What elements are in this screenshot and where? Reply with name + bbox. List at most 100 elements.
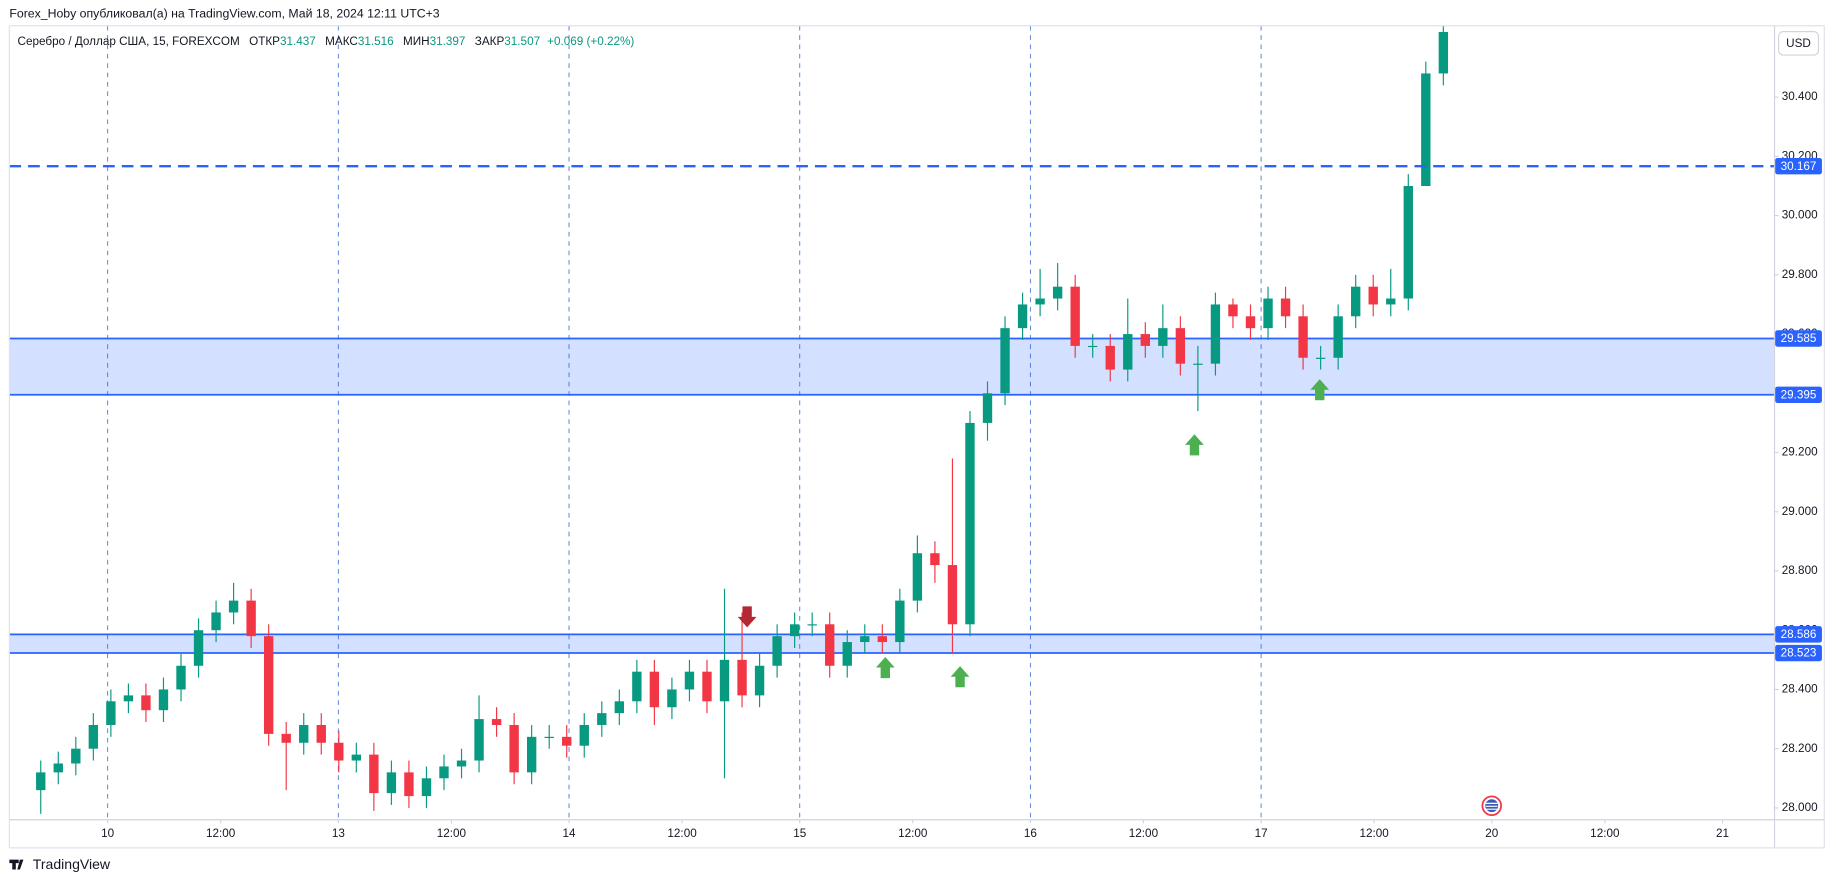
candle-body	[597, 713, 607, 725]
candle-body	[614, 701, 625, 714]
candle-body	[456, 760, 467, 767]
brand-mark	[9, 859, 24, 870]
candle-body	[1386, 298, 1396, 305]
y-tick-label: 28.000	[1782, 801, 1818, 814]
candle-body	[1351, 286, 1361, 317]
x-tick-label: 16	[1024, 827, 1037, 840]
price-label-bg	[1775, 626, 1822, 643]
candle-body	[1228, 304, 1238, 317]
y-tick-label: 29.000	[1782, 505, 1818, 518]
legend-high-label: МАКС	[325, 35, 358, 48]
candle-body	[1070, 286, 1080, 346]
candle-body	[754, 665, 765, 696]
candle-body	[1175, 328, 1186, 364]
candle-body	[1280, 298, 1291, 317]
publisher: Forex_Hoby опубликовал(а) на TradingView…	[9, 6, 439, 20]
legend-line: Серебро / Доллар США, 15, FOREXCOM ОТКР31…	[18, 35, 635, 48]
candle-body	[789, 624, 800, 637]
candle-body	[281, 733, 291, 743]
candle-body	[930, 553, 940, 566]
candle-body	[965, 422, 975, 625]
candle-body	[1368, 286, 1378, 305]
candle-body	[1193, 363, 1203, 365]
x-tick-label: 21	[1716, 827, 1729, 840]
legend-close-label: ЗАКР	[475, 35, 505, 48]
candle-body	[1438, 31, 1449, 74]
x-tick-label: 12:00	[206, 827, 236, 840]
candle-body	[299, 724, 309, 743]
price-label: 28.586	[1781, 628, 1817, 641]
brand-logo	[9, 859, 24, 870]
candle-body	[334, 742, 344, 761]
candle-body	[1421, 73, 1431, 186]
candle-body	[193, 630, 204, 666]
price-label-bg	[1775, 330, 1822, 347]
x-tick-label: 12:00	[1360, 827, 1390, 840]
candle-body	[1245, 316, 1256, 329]
legend-close: 31.507	[504, 35, 540, 48]
candle-body	[509, 724, 519, 773]
y-tick-label: 29.800	[1782, 268, 1818, 281]
legend-open: 31.437	[280, 35, 316, 48]
candle-body	[842, 642, 852, 666]
candle-body	[316, 724, 326, 743]
candle-body	[632, 671, 642, 702]
candle-body	[1000, 328, 1010, 394]
candle-body	[263, 636, 274, 734]
x-tick-label: 12:00	[1129, 827, 1159, 840]
candle-body	[1140, 334, 1150, 346]
candle-body	[474, 719, 484, 761]
currency-label[interactable]: USD	[1786, 37, 1811, 50]
candle-body	[71, 748, 81, 764]
x-tick-label: 12:00	[1590, 827, 1620, 840]
candle-body	[1105, 345, 1115, 370]
candle-body	[860, 636, 870, 643]
candles-layer	[36, 26, 1449, 814]
y-tick-label: 28.400	[1782, 683, 1818, 696]
candle-body	[1123, 334, 1133, 370]
candle-body	[369, 754, 379, 794]
price-label-bg	[1775, 157, 1822, 175]
legend-low: 31.397	[430, 35, 466, 48]
x-tick-label: 12:00	[898, 827, 928, 840]
arrow-marker	[950, 666, 970, 688]
arrow-marker	[1310, 379, 1330, 401]
currency-button[interactable]	[1778, 31, 1820, 56]
x-tick-label: 20	[1485, 827, 1499, 840]
candle-body	[912, 553, 923, 601]
price-label: 28.523	[1781, 647, 1817, 660]
candle-body	[1017, 304, 1028, 329]
arrow-marker	[737, 606, 757, 628]
candle-body	[947, 565, 958, 625]
candle-body	[702, 671, 712, 702]
y-tick-label: 28.800	[1782, 564, 1818, 577]
candle-body	[982, 393, 993, 423]
candle-body	[1035, 298, 1045, 305]
legend-high: 31.516	[358, 35, 394, 48]
candle-body	[351, 754, 362, 761]
y-tick-label: 28.200	[1782, 742, 1818, 755]
legend-low-label: МИН	[403, 35, 430, 48]
candle-body	[1052, 286, 1063, 299]
price-label: 29.395	[1781, 388, 1817, 401]
candle-body	[1263, 298, 1273, 329]
y-tick-label: 30.400	[1782, 90, 1818, 103]
candle-body	[895, 600, 905, 643]
candle-body	[1333, 316, 1343, 358]
candle-body	[491, 719, 502, 725]
candle-body	[807, 624, 817, 626]
candle-body	[684, 671, 695, 690]
x-tick-label: 13	[332, 827, 345, 840]
overlay-layer	[9, 164, 1774, 688]
flag-stripes	[1485, 802, 1498, 810]
legend-open-label: ОТКР	[249, 35, 280, 48]
candle-body	[1158, 328, 1168, 346]
grid-layer	[107, 25, 1262, 820]
candle-body	[123, 695, 134, 702]
candle-body	[562, 736, 572, 746]
x-tick-label: 14	[563, 827, 577, 840]
candle-body	[579, 724, 589, 746]
candle-body	[1298, 316, 1308, 358]
candle-body	[877, 636, 887, 643]
